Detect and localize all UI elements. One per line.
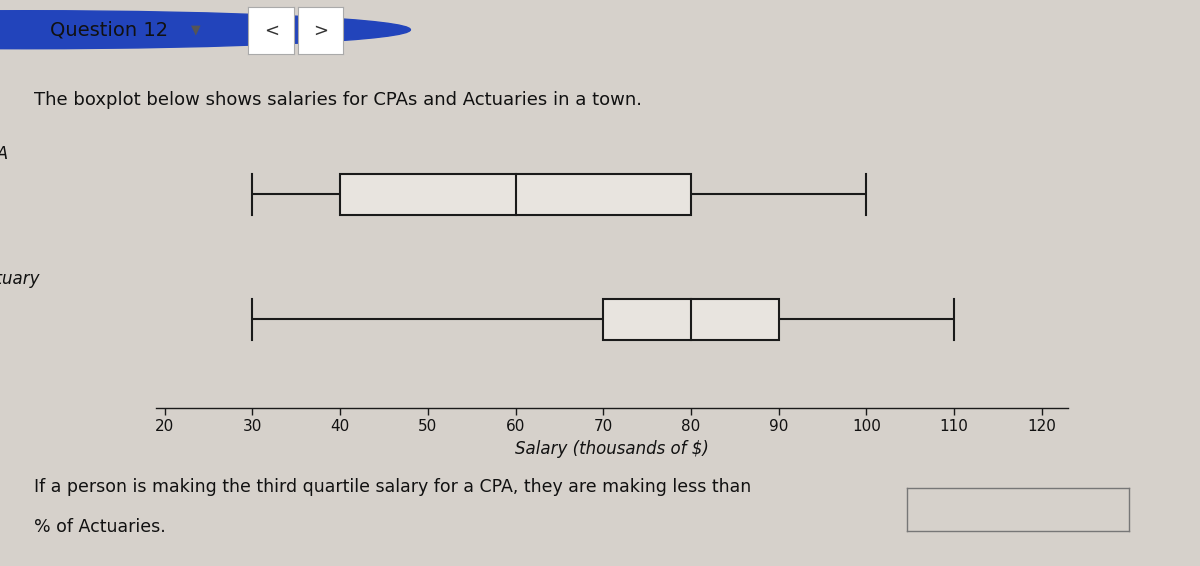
Circle shape: [0, 11, 410, 49]
Text: Question 12: Question 12: [50, 20, 168, 39]
Bar: [604, 299, 779, 340]
Text: Actuary: Actuary: [0, 271, 41, 288]
Text: The boxplot below shows salaries for CPAs and Actuaries in a town.: The boxplot below shows salaries for CPA…: [34, 91, 642, 109]
X-axis label: Salary (thousands of $): Salary (thousands of $): [515, 440, 709, 458]
Text: CPA: CPA: [0, 145, 8, 163]
Text: % of Actuaries.: % of Actuaries.: [34, 518, 166, 536]
Text: >: >: [313, 22, 328, 40]
Text: <: <: [264, 22, 278, 40]
Text: ▼: ▼: [191, 23, 200, 36]
Bar: [340, 174, 691, 215]
Text: If a person is making the third quartile salary for a CPA, they are making less : If a person is making the third quartile…: [34, 478, 751, 496]
